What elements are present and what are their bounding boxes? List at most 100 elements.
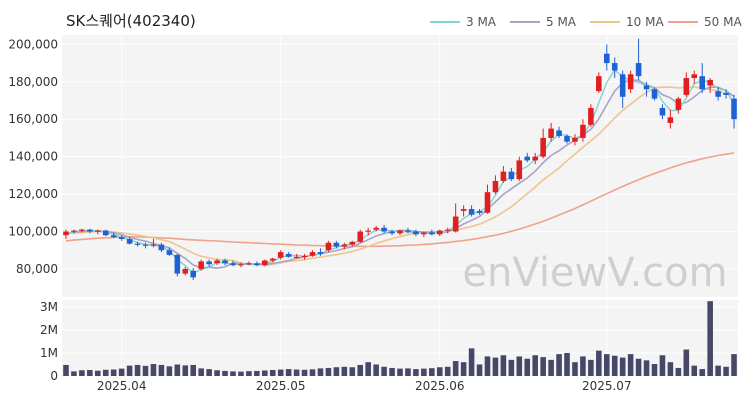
volume-bar <box>564 352 570 376</box>
volume-bar <box>254 370 260 376</box>
candle-body <box>87 229 93 232</box>
volume-bar <box>492 357 499 376</box>
candle-body <box>588 107 594 125</box>
candle-body <box>269 258 276 261</box>
legend: 3 MA 5 MA 10 MA 50 MA <box>430 15 742 29</box>
candle-body <box>659 107 666 116</box>
candle-body <box>373 227 379 230</box>
volume-bar <box>126 365 133 376</box>
volume-bar <box>110 369 117 376</box>
volume-bar <box>699 369 705 376</box>
date-tick-label: 2025.05 <box>256 379 306 393</box>
candle-body <box>603 53 610 64</box>
volume-bar <box>596 350 602 376</box>
candle-body <box>532 156 538 161</box>
candle-body <box>643 85 650 90</box>
volume-bar <box>421 368 427 376</box>
candle-body <box>524 156 531 161</box>
price-tick-label: 160,000 <box>8 112 58 126</box>
volume-bar <box>667 362 674 376</box>
candle-body <box>254 263 260 266</box>
volume-bar <box>413 369 419 376</box>
candle-body <box>150 244 157 246</box>
candle-body <box>381 227 387 232</box>
price-tick-label: 180,000 <box>8 75 58 89</box>
volume-bar <box>285 369 292 376</box>
volume-bar <box>452 361 459 376</box>
volume-bar <box>588 359 594 376</box>
volume-bar <box>357 364 364 376</box>
volume-bar <box>79 370 85 376</box>
candle-body <box>262 260 268 266</box>
volume-tick-label: 0 <box>50 369 58 383</box>
candle-body <box>556 130 562 137</box>
volume-bar <box>556 354 562 376</box>
candle-body <box>421 232 427 235</box>
volume-bar <box>715 365 721 376</box>
candle-body <box>214 260 220 264</box>
legend-label-ma5: 5 MA <box>546 15 577 29</box>
volume-axis: 3M 2M 1M 0 <box>40 300 58 383</box>
volume-bar <box>524 358 531 376</box>
candle-body <box>230 263 236 266</box>
volume-bar <box>142 365 149 376</box>
candle-body <box>651 89 658 99</box>
legend-label-ma50: 50 MA <box>704 15 742 29</box>
volume-bar <box>580 356 586 376</box>
volume-bar <box>373 364 379 376</box>
volume-bar <box>603 354 610 376</box>
volume-bar <box>214 370 220 376</box>
volume-bar <box>166 366 173 376</box>
candle-body <box>102 230 109 236</box>
volume-bar <box>516 356 523 376</box>
candle-body <box>580 124 586 138</box>
candle-body <box>341 244 348 247</box>
candle-body <box>715 91 721 97</box>
candle-body <box>731 98 737 120</box>
candle-body <box>500 171 507 181</box>
volume-bar <box>317 368 324 376</box>
candle-body <box>357 231 364 242</box>
candle-body <box>301 255 308 258</box>
price-tick-label: 120,000 <box>8 187 58 201</box>
volume-bar <box>269 370 276 376</box>
volume-bar <box>95 370 101 376</box>
volume-bar <box>460 362 467 376</box>
volume-bar <box>397 368 403 376</box>
candle-body <box>349 241 356 245</box>
volume-bar <box>262 370 268 376</box>
volume-bar <box>309 369 316 376</box>
volume-tick-label: 2M <box>40 323 58 337</box>
volume-bar <box>405 368 411 376</box>
date-tick-label: 2025.04 <box>97 379 147 393</box>
price-tick-label: 140,000 <box>8 150 58 164</box>
candle-body <box>548 128 554 138</box>
candle-body <box>611 63 618 71</box>
candle-body <box>508 171 515 180</box>
watermark: enViewV.com <box>462 250 727 296</box>
volume-bar <box>182 365 189 376</box>
volume-bar <box>174 364 181 376</box>
candle-body <box>277 252 284 258</box>
candle-body <box>413 231 419 235</box>
candle-body <box>198 261 204 269</box>
candles <box>63 38 737 281</box>
candle-body <box>333 242 340 247</box>
volume-bars <box>63 301 737 376</box>
volume-bar <box>381 366 387 376</box>
volume-bar <box>659 355 666 376</box>
candle-body <box>190 270 197 278</box>
volume-bar <box>651 364 658 376</box>
ma10-line <box>65 86 735 267</box>
candle-body <box>436 230 443 235</box>
candle-body <box>468 209 475 215</box>
candle-body <box>691 74 698 79</box>
candle-body <box>397 230 403 234</box>
candle-body <box>134 243 141 245</box>
volume-bar <box>206 369 212 376</box>
volume-bar <box>619 357 626 376</box>
candle-body <box>429 232 435 235</box>
volume-bar <box>230 371 236 376</box>
volume-bar <box>429 368 435 376</box>
volume-bar <box>102 369 109 376</box>
